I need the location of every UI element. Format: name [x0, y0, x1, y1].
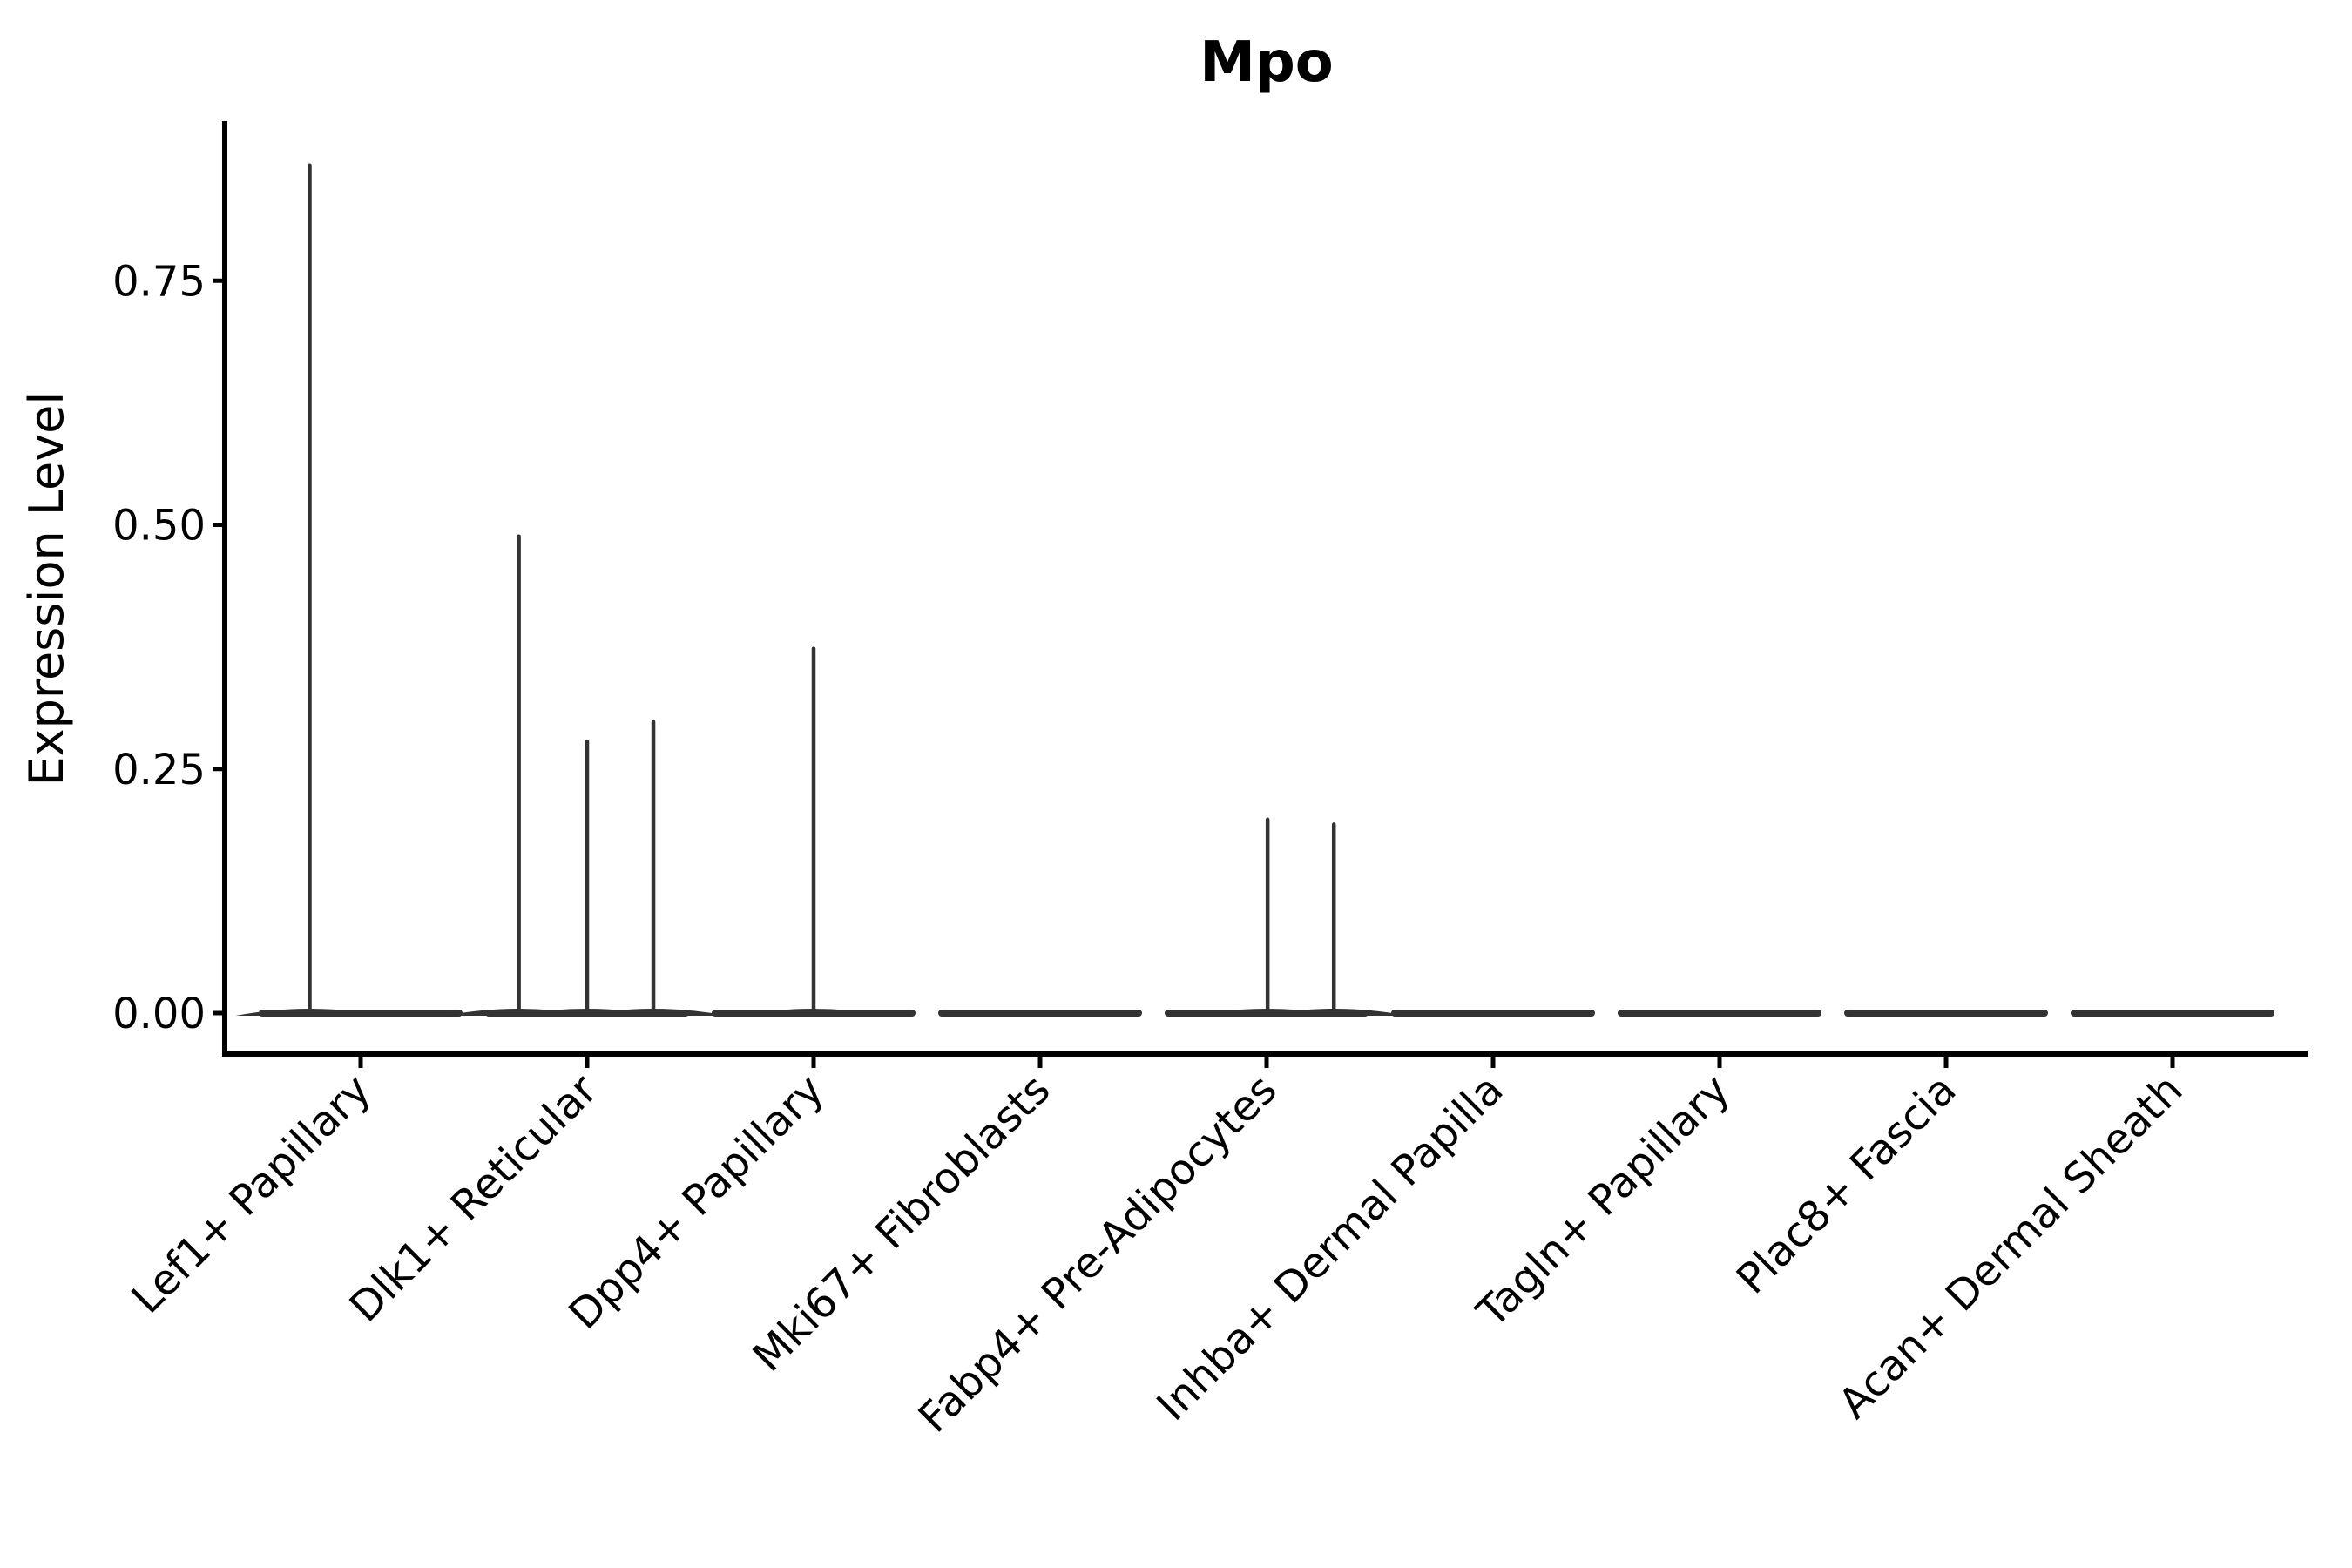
plot-title: Mpo	[1200, 30, 1334, 95]
y-tick-label: 0.50	[112, 502, 206, 551]
x-tick-label: Fabp4+ Pre-Adipocytes	[909, 1065, 1287, 1443]
x-tick-label: Dlk1+ Reticular	[341, 1065, 607, 1332]
x-tick-label: Lef1+ Papillary	[123, 1065, 381, 1323]
x-tick-label: Plac8+ Fascia	[1727, 1065, 1966, 1304]
y-tick-label: 0.00	[112, 990, 206, 1038]
y-tick-label: 0.25	[112, 746, 206, 794]
y-axis-title: Expression Level	[19, 392, 74, 787]
x-tick-label: Tagln+ Papillary	[1467, 1065, 1739, 1337]
y-tick-label: 0.75	[112, 257, 206, 306]
